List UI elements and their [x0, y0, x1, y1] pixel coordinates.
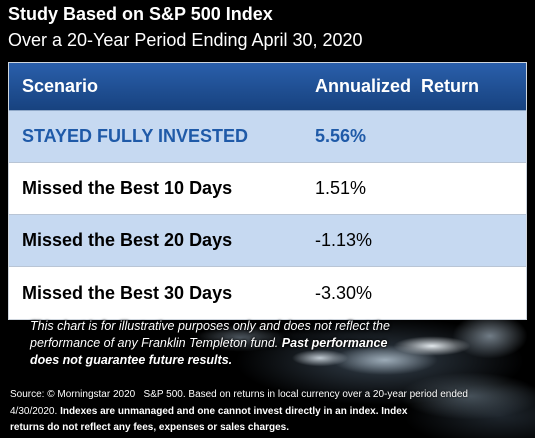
- column-header-scenario: Scenario: [22, 76, 99, 96]
- source-bold-text: returns do not reflect any fees, expense…: [10, 422, 290, 433]
- table-row: Missed the Best 10 Days 1.51%: [9, 163, 526, 215]
- disclaimer-line: This chart is for illustrative purposes …: [30, 319, 390, 333]
- disclaimer-line: performance of any Franklin Templeton fu…: [30, 336, 279, 350]
- scenario-cell: Missed the Best 20 Days: [22, 230, 233, 250]
- page-title: Study Based on S&P 500 Index: [8, 4, 273, 24]
- returns-table: Scenario Annualized Return STAYED FULLY …: [8, 62, 527, 320]
- source-footnote: Source: © Morningstar 2020 S&P 500. Base…: [10, 387, 468, 437]
- scenario-cell: Missed the Best 30 Days: [22, 282, 233, 303]
- disclaimer-text: This chart is for illustrative purposes …: [30, 318, 390, 369]
- source-line: Source: © Morningstar 2020 S&P 500. Base…: [10, 389, 468, 400]
- return-cell: 1.51%: [315, 178, 367, 198]
- page-subtitle: Over a 20-Year Period Ending April 30, 2…: [8, 30, 363, 50]
- table-header-row: Scenario Annualized Return: [9, 63, 526, 111]
- column-header-annualized-return: Annualized Return: [315, 76, 480, 96]
- disclaimer-bold-text: does not guarantee future results.: [30, 353, 233, 367]
- return-cell: 5.56%: [315, 126, 367, 146]
- scenario-cell: STAYED FULLY INVESTED: [22, 126, 249, 146]
- table-row: Missed the Best 30 Days -3.30%: [9, 267, 526, 319]
- table-row: Missed the Best 20 Days -1.13%: [9, 215, 526, 267]
- disclaimer-bold-text: Past performance: [281, 336, 388, 350]
- scenario-cell: Missed the Best 10 Days: [22, 178, 233, 198]
- water-splash-image: [170, 316, 535, 438]
- return-cell: -3.30%: [315, 282, 373, 303]
- table-row: STAYED FULLY INVESTED 5.56%: [9, 111, 526, 163]
- source-bold-text: Indexes are unmanaged and one cannot inv…: [60, 405, 408, 417]
- source-line: 4/30/2020.: [10, 405, 58, 417]
- return-cell: -1.13%: [315, 230, 373, 250]
